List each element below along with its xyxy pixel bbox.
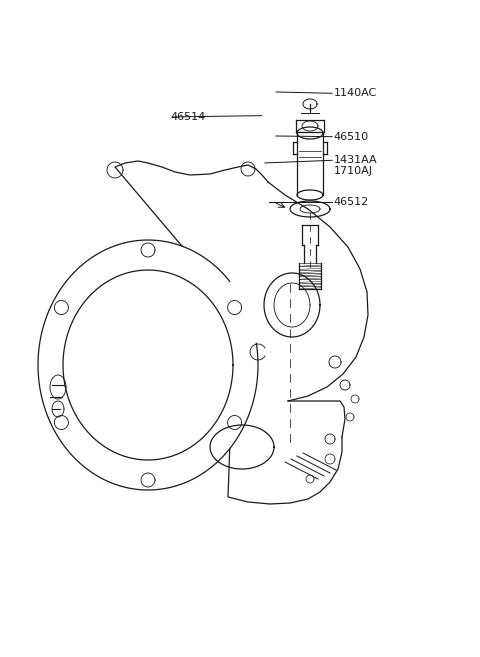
Text: 46510: 46510 [334,131,369,142]
Text: 1431AA: 1431AA [334,155,377,166]
Text: 1710AJ: 1710AJ [334,166,372,176]
Text: 1140AC: 1140AC [334,88,377,99]
Text: 46512: 46512 [334,196,369,207]
Text: 46514: 46514 [170,112,205,122]
